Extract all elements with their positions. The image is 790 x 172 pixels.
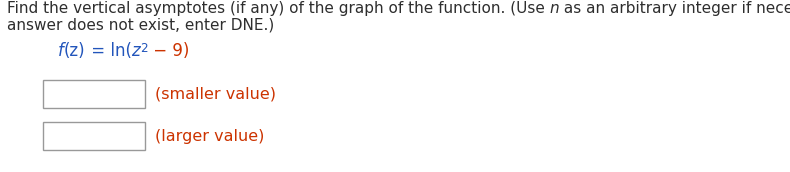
Text: 2: 2 — [140, 42, 148, 55]
Bar — [43, 122, 145, 150]
Text: − 9): − 9) — [148, 42, 189, 60]
Text: Find the vertical asymptotes (if any) of the graph of the function. (Use: Find the vertical asymptotes (if any) of… — [7, 1, 550, 16]
Bar — [43, 80, 145, 108]
Text: answer does not exist, enter DNE.): answer does not exist, enter DNE.) — [7, 18, 274, 33]
Text: (z): (z) — [64, 42, 85, 60]
Text: f: f — [58, 42, 64, 60]
Text: n: n — [550, 1, 559, 16]
Text: as an arbitrary integer if necessary. If an: as an arbitrary integer if necessary. If… — [559, 1, 790, 16]
Text: z: z — [131, 42, 140, 60]
Text: = ln(: = ln( — [85, 42, 131, 60]
Text: (smaller value): (smaller value) — [155, 87, 276, 101]
Text: (larger value): (larger value) — [155, 128, 265, 143]
